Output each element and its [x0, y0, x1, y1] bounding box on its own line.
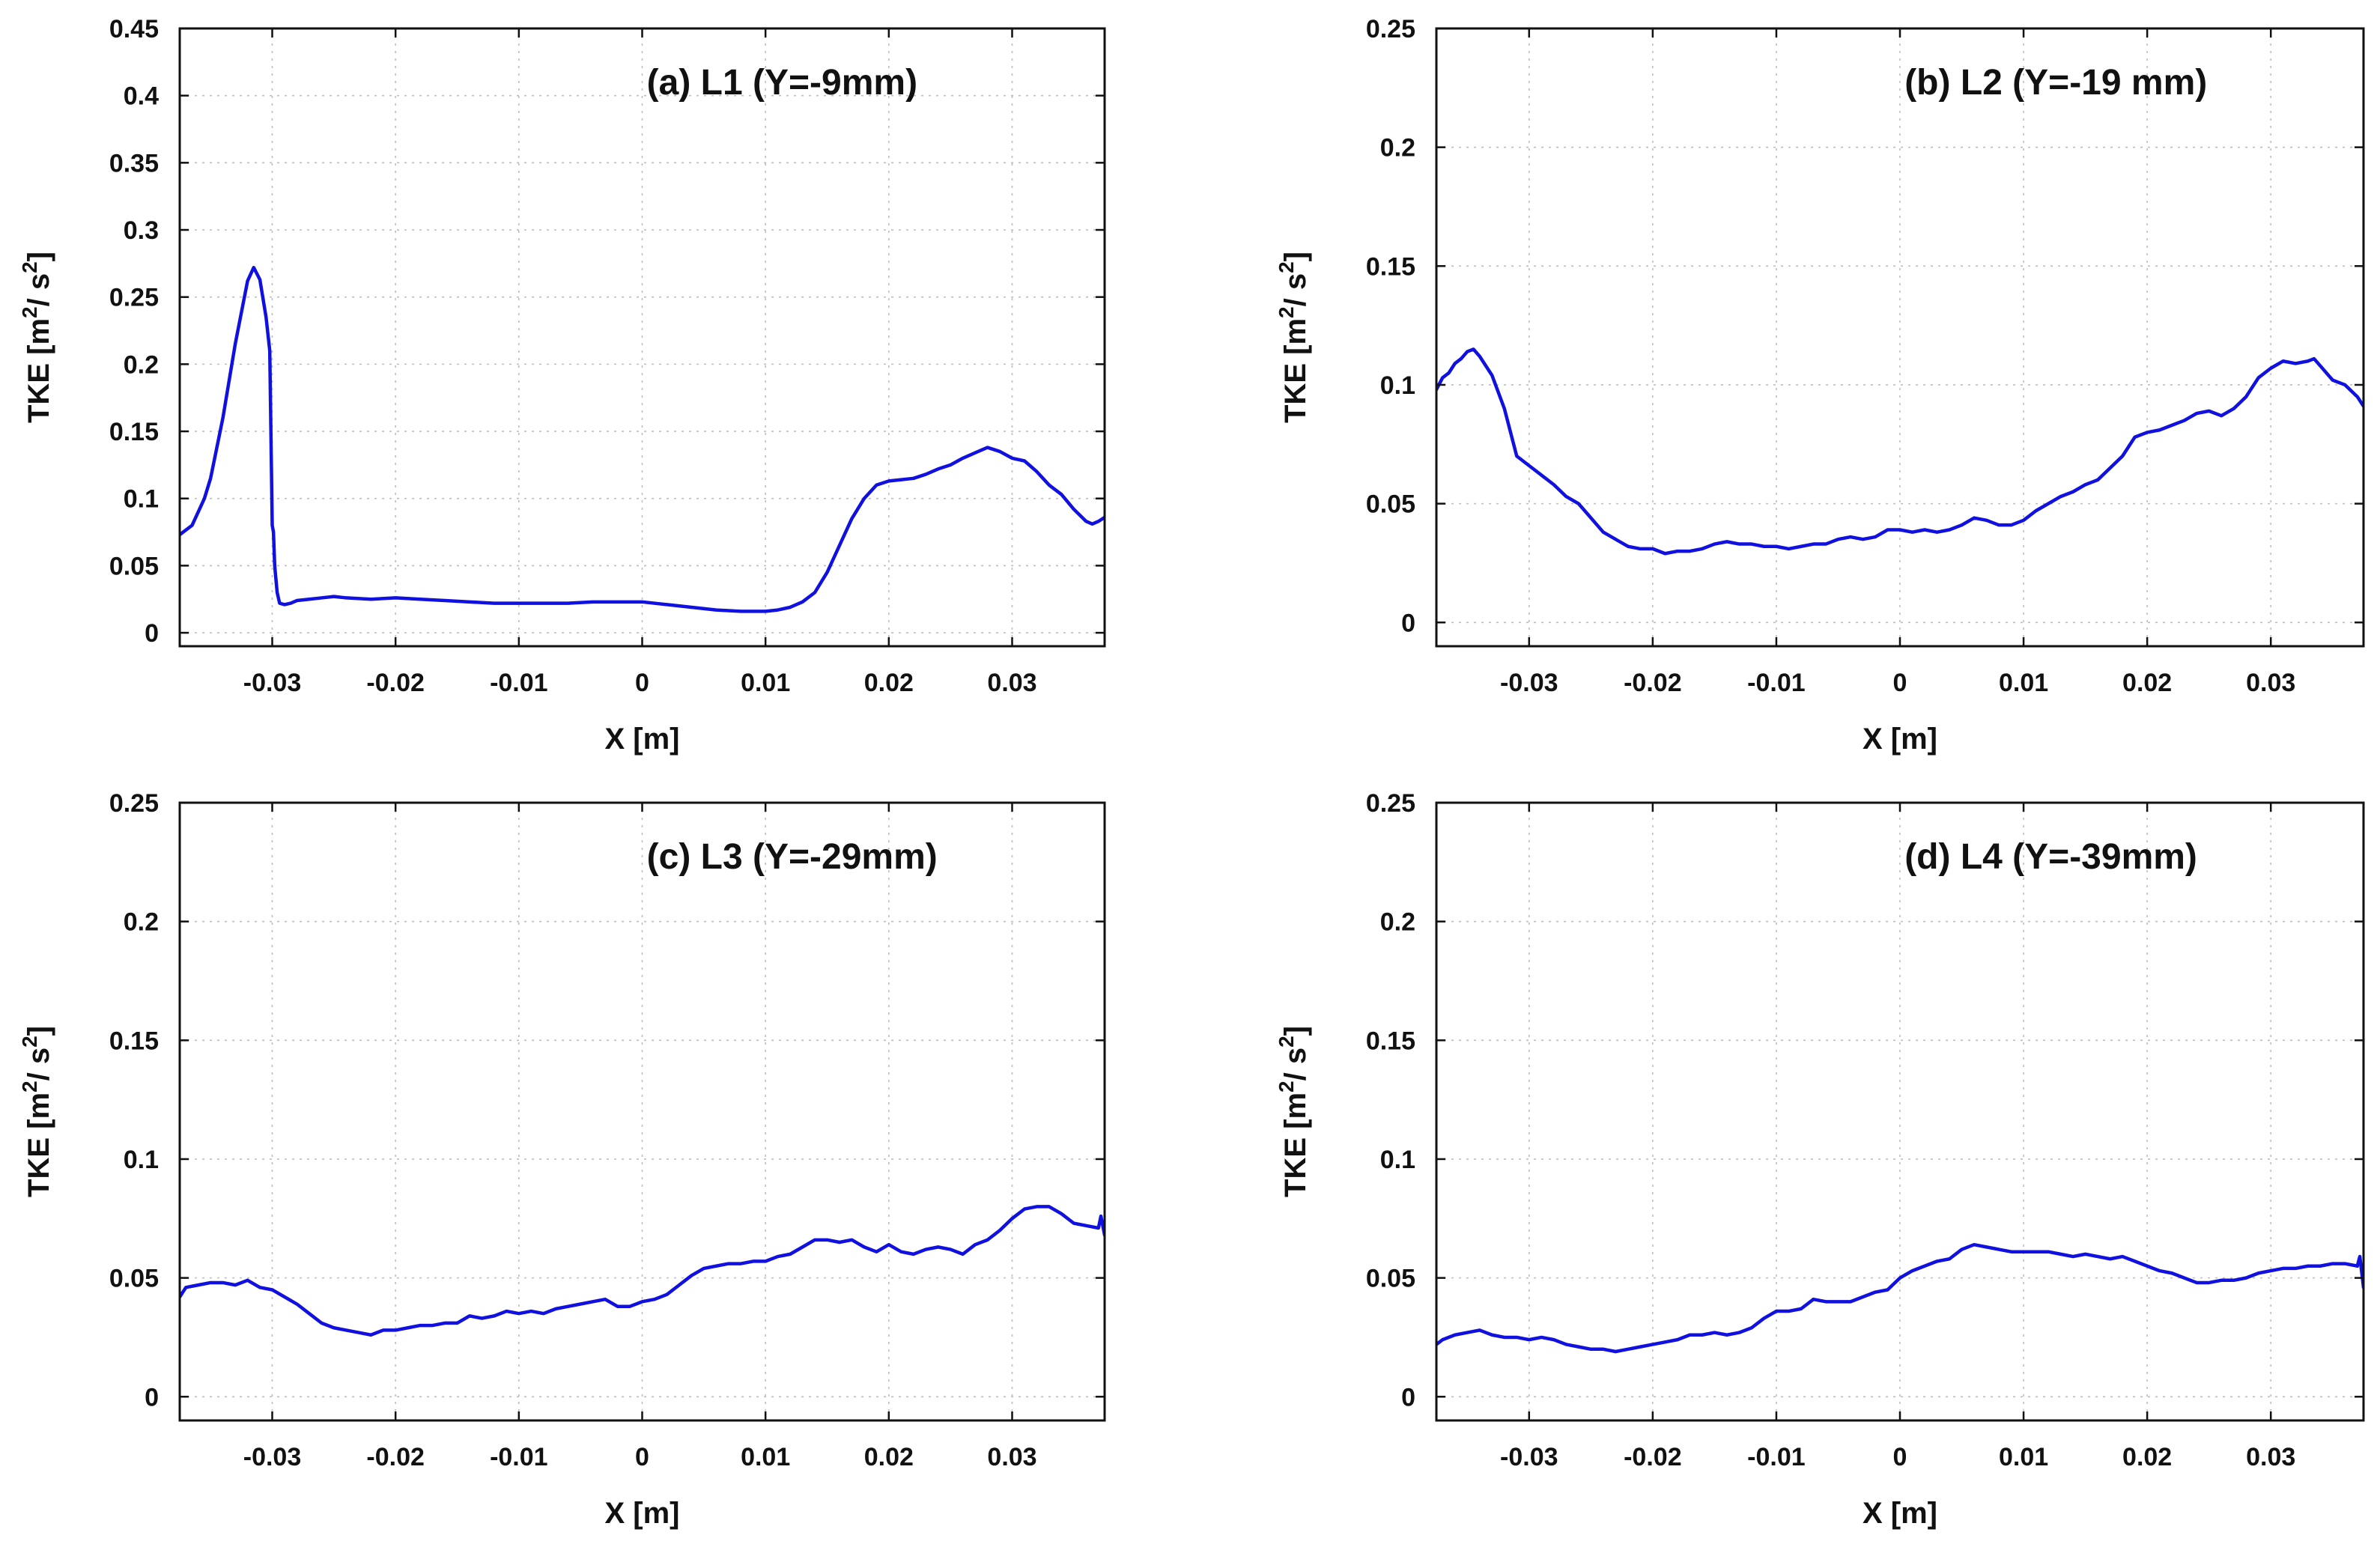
y-tick-label: 0 [1401, 1383, 1415, 1411]
y-axis-superscript: 2 [18, 1036, 41, 1048]
y-tick-label: 0 [1401, 609, 1415, 637]
y-axis-title: TKE [m2/ s2] [18, 1026, 55, 1197]
y-tick-label: 0.35 [109, 149, 159, 177]
y-axis-superscript: 2 [18, 306, 41, 318]
x-tick-label: -0.02 [366, 1443, 425, 1471]
y-tick-label: 0 [145, 1383, 159, 1411]
panel-title: (c) L3 (Y=-29mm) [647, 837, 938, 877]
x-tick-label: -0.03 [243, 669, 302, 697]
y-axis-title-part: / s [1279, 1048, 1312, 1081]
y-tick-label: 0.25 [1366, 789, 1415, 818]
x-tick-label: -0.01 [490, 1443, 548, 1471]
y-tick-label: 0.2 [124, 350, 159, 379]
tke-series-line [180, 265, 1105, 613]
y-axis-title-part: ] [22, 252, 55, 261]
y-axis-superscript: 2 [1275, 261, 1298, 273]
y-axis-title: TKE [m2/ s2] [18, 252, 55, 423]
x-tick-label: 0.01 [1999, 669, 2048, 697]
x-tick-label: 0.01 [741, 669, 790, 697]
y-tick-label: 0.1 [124, 485, 159, 514]
y-axis-superscript: 2 [18, 1081, 41, 1092]
y-tick-label: 0 [145, 619, 159, 648]
y-axis-title-part: TKE [m [22, 1092, 55, 1197]
x-axis-title: X [m] [1863, 1497, 1937, 1530]
y-axis-title-part: TKE [m [22, 318, 55, 423]
x-tick-label: 0.01 [741, 1443, 790, 1471]
x-axis-title: X [m] [1863, 723, 1937, 756]
x-tick-label: -0.01 [1747, 1443, 1806, 1471]
y-axis-title-part: ] [22, 1026, 55, 1036]
chart-panel-4: -0.03 -0.02 -0.01 0 0.01 0.02 0.03 0 0.05 0.1 0.15… [1275, 789, 2365, 1530]
x-tick-label: -0.01 [490, 669, 548, 697]
y-tick-label: 0.15 [1366, 252, 1415, 281]
y-tick-label: 0.15 [109, 418, 159, 446]
x-tick-label: 0.01 [1999, 1443, 2048, 1471]
y-tick-label: 0.4 [124, 82, 159, 111]
y-axis-superscript: 2 [1275, 1036, 1298, 1048]
y-tick-label: 0.2 [1380, 908, 1415, 937]
y-axis-title-part: TKE [m [1279, 318, 1312, 423]
x-tick-label: 0.02 [864, 669, 914, 697]
y-tick-label: 0.25 [1366, 15, 1415, 43]
y-tick-label: 0.15 [109, 1027, 159, 1055]
y-axis-title-part: / s [1279, 273, 1312, 306]
x-axis-title: X [m] [605, 723, 680, 756]
y-tick-label: 0.25 [109, 789, 159, 818]
y-axis-title-part: ] [1279, 252, 1312, 261]
y-tick-label: 0.05 [1366, 490, 1415, 519]
y-tick-label: 0.05 [1366, 1265, 1415, 1293]
x-tick-label: 0.02 [2122, 1443, 2172, 1471]
x-tick-label: 0.03 [987, 669, 1036, 697]
x-tick-label: 0.02 [2122, 669, 2172, 697]
x-tick-label: -0.02 [366, 669, 425, 697]
y-tick-label: 0.15 [1366, 1027, 1415, 1055]
chart-panel-1: -0.03 -0.02 -0.01 0 0.01 0.02 0.03 0 0.05 0.1 0.15… [18, 15, 1106, 756]
y-axis-title-part: / s [22, 273, 55, 306]
x-tick-label: 0 [635, 669, 649, 697]
y-axis-title: TKE [m2/ s2] [1275, 1026, 1312, 1197]
y-axis-title-part: ] [1279, 1026, 1312, 1036]
y-tick-label: 0.2 [124, 908, 159, 937]
x-tick-label: -0.02 [1624, 669, 1682, 697]
panel-title: (b) L2 (Y=-19 mm) [1904, 63, 2207, 103]
x-tick-label: 0.03 [2246, 669, 2295, 697]
y-tick-label: 0.05 [109, 552, 159, 580]
x-tick-label: 0 [635, 1443, 649, 1471]
y-tick-label: 0.45 [109, 15, 159, 43]
x-tick-label: -0.03 [1500, 1443, 1558, 1471]
y-tick-label: 0.1 [1380, 1146, 1415, 1174]
x-tick-label: 0 [1893, 1443, 1907, 1471]
x-axis-title: X [m] [605, 1497, 680, 1530]
y-axis-title-part: TKE [m [1279, 1092, 1312, 1197]
x-tick-label: 0.03 [987, 1443, 1036, 1471]
x-tick-label: 0 [1893, 669, 1907, 697]
tke-series-line [1436, 347, 2364, 556]
panel-title: (a) L1 (Y=-9mm) [647, 63, 917, 103]
y-axis-superscript: 2 [18, 261, 41, 273]
chart-panel-2: -0.03 -0.02 -0.01 0 0.01 0.02 0.03 0 0.05 0.1 0.15… [1275, 15, 2365, 756]
chart-panel-3: -0.03 -0.02 -0.01 0 0.01 0.02 0.03 0 0.05 0.1 0.15… [18, 789, 1106, 1530]
x-tick-label: 0.03 [2246, 1443, 2295, 1471]
x-tick-label: -0.01 [1747, 669, 1806, 697]
y-tick-label: 0.1 [1380, 371, 1415, 400]
x-tick-label: 0.02 [864, 1443, 914, 1471]
y-axis-title: TKE [m2/ s2] [1275, 252, 1312, 423]
tke-series-line [180, 1205, 1105, 1337]
y-tick-label: 0.2 [1380, 134, 1415, 162]
panel-title: (d) L4 (Y=-39mm) [1904, 837, 2197, 877]
y-tick-label: 0.1 [124, 1146, 159, 1174]
x-tick-label: -0.03 [243, 1443, 302, 1471]
y-tick-label: 0.25 [109, 284, 159, 312]
y-axis-superscript: 2 [1275, 1081, 1298, 1092]
y-axis-superscript: 2 [1275, 306, 1298, 318]
x-tick-label: -0.02 [1624, 1443, 1682, 1471]
y-tick-label: 0.05 [109, 1265, 159, 1293]
y-tick-label: 0.3 [124, 216, 159, 245]
y-axis-title-part: / s [22, 1048, 55, 1081]
tke-series-line [1436, 1242, 2364, 1354]
x-tick-label: -0.03 [1500, 669, 1558, 697]
